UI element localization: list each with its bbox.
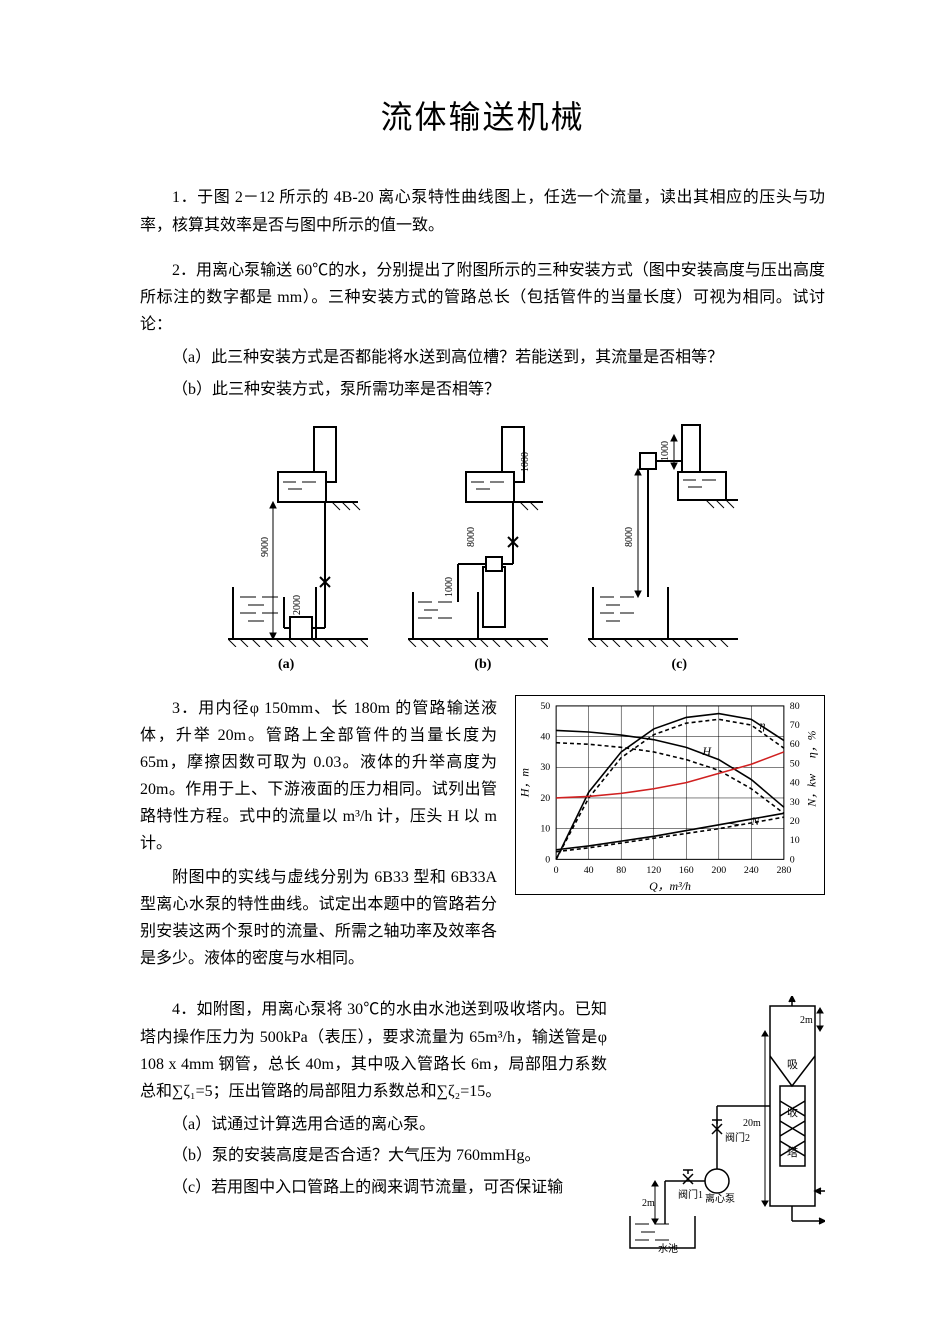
q4-a: （a）试通过计算选用合适的离心泵。 xyxy=(140,1111,607,1138)
q3-chart: 0408012016020024028001020304050010203040… xyxy=(515,695,825,895)
svg-text:η，%: η，% xyxy=(805,730,819,758)
q3-p2: 附图中的实线与虚线分别为 6B33 型和 6B33A 型离心水泵的特性曲线。试定… xyxy=(140,864,497,973)
svg-text:70: 70 xyxy=(790,720,800,731)
q2-labels: (a) (b) (c) xyxy=(140,653,825,677)
q4-lead: 4．如附图，用离心泵将 30℃的水由水池送到吸收塔内。已知塔内操作压力为 500… xyxy=(140,996,607,1105)
q4-tower-up: 吸 xyxy=(787,1059,798,1071)
svg-text:200: 200 xyxy=(711,865,726,876)
svg-text:H，m: H，m xyxy=(517,767,531,797)
q2-figure-row: 2000 9000 xyxy=(140,417,825,647)
svg-text:10: 10 xyxy=(790,835,800,846)
svg-text:240: 240 xyxy=(744,865,759,876)
svg-text:40: 40 xyxy=(584,865,594,876)
q4-h-suction: 2m xyxy=(642,1198,655,1209)
page-title: 流体输送机械 xyxy=(140,90,825,144)
q4-h-top: 2m xyxy=(800,1015,813,1026)
q4-tower-mid: 收 xyxy=(787,1105,798,1119)
q4-block: 4．如附图，用离心泵将 30℃的水由水池送到吸收塔内。已知塔内操作压力为 500… xyxy=(140,996,825,1265)
q4-diagram: 水池 阀门1 阀门2 离心泵 吸 收 塔 2m 20m 2m xyxy=(625,996,825,1256)
q2c-overflow-dim: 1000 xyxy=(660,441,671,461)
q2a-suction-dim: 2000 xyxy=(292,595,303,615)
svg-text:50: 50 xyxy=(540,700,550,711)
svg-text:20: 20 xyxy=(790,815,800,826)
svg-text:120: 120 xyxy=(646,865,661,876)
svg-text:0: 0 xyxy=(545,854,550,865)
svg-text:50: 50 xyxy=(790,758,800,769)
svg-text:0: 0 xyxy=(790,854,795,865)
q4-valve2-label: 阀门2 xyxy=(725,1131,750,1144)
q4-c: （c）若用图中入口管路上的阀来调节流量，可否保证输 xyxy=(140,1174,607,1201)
q4-tower-low: 塔 xyxy=(787,1146,798,1159)
svg-text:40: 40 xyxy=(540,731,550,742)
q2-lead: 2．用离心泵输送 60℃的水，分别提出了附图所示的三种安装方式（图中安装高度与压… xyxy=(140,257,825,339)
svg-text:10: 10 xyxy=(540,823,550,834)
svg-text:40: 40 xyxy=(790,777,800,788)
q3-p1: 3．用内径φ 150mm、长 180m 的管路输送液体，升举 20m。管路上全部… xyxy=(140,695,497,858)
svg-text:N，kw: N，kw xyxy=(805,773,819,807)
q2-label-b: (b) xyxy=(474,653,491,677)
svg-text:0: 0 xyxy=(554,865,559,876)
svg-text:60: 60 xyxy=(790,739,800,750)
svg-text:80: 80 xyxy=(790,700,800,711)
q4-pool-label: 水池 xyxy=(658,1242,678,1255)
q2b-suction-dim: 1000 xyxy=(444,577,455,597)
svg-text:H: H xyxy=(702,744,713,758)
q2b-discharge-dim: 8000 xyxy=(466,527,477,547)
q4-b: （b）泵的安装高度是否合适？大气压为 760mmHg。 xyxy=(140,1142,607,1169)
q2-b: （b）此三种安装方式，泵所需功率是否相等？ xyxy=(140,376,825,403)
svg-text:160: 160 xyxy=(679,865,694,876)
svg-text:Q，m³/h: Q，m³/h xyxy=(649,879,691,893)
q3-block: 3．用内径φ 150mm、长 180m 的管路输送液体，升举 20m。管路上全部… xyxy=(140,695,825,979)
q2-label-c: (c) xyxy=(671,653,687,677)
svg-text:η: η xyxy=(759,717,765,731)
q4-pump-label: 离心泵 xyxy=(705,1192,735,1205)
q2-diagram-b: 1000 8000 1000 xyxy=(408,417,548,647)
q2-diagram-c: 8000 1000 xyxy=(588,417,738,647)
svg-text:30: 30 xyxy=(540,762,550,773)
q1-text: 1．于图 2－12 所示的 4B-20 离心泵特性曲线图上，任选一个流量，读出其… xyxy=(140,184,825,238)
q2-a: （a）此三种安装方式是否都能将水送到高位槽？若能送到，其流量是否相等？ xyxy=(140,344,825,371)
q4-valve1-label: 阀门1 xyxy=(678,1188,703,1201)
svg-text:80: 80 xyxy=(616,865,626,876)
q2a-discharge-dim: 9000 xyxy=(260,537,271,557)
svg-text:280: 280 xyxy=(776,865,791,876)
svg-text:N: N xyxy=(750,813,760,827)
q4-h-tower: 20m xyxy=(743,1118,761,1129)
svg-text:20: 20 xyxy=(540,792,550,803)
q2c-suction-dim: 8000 xyxy=(624,527,635,547)
svg-text:30: 30 xyxy=(790,796,800,807)
q2-label-a: (a) xyxy=(278,653,294,677)
q2-diagram-a: 2000 9000 xyxy=(228,417,368,647)
q2b-overflow-dim: 1000 xyxy=(520,452,531,472)
